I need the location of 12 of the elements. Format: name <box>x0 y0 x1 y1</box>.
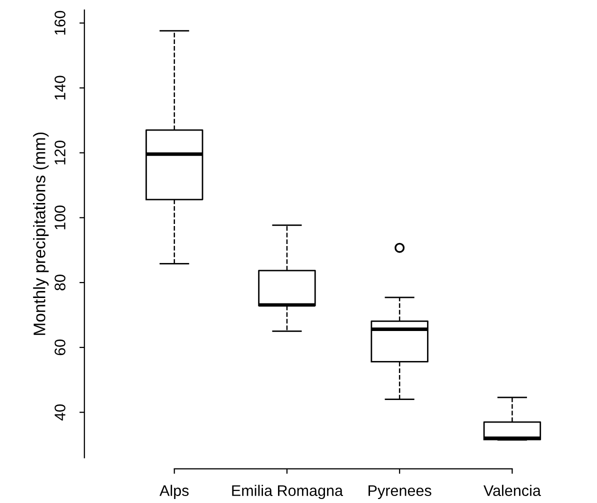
x-tick-label: Emilia Romagna <box>232 484 344 500</box>
y-tick-label: 140 <box>54 76 66 100</box>
x-tick-label: Pyrenees <box>368 485 432 500</box>
y-tick-label: 160 <box>54 10 66 35</box>
y-tick-label: 120 <box>54 140 66 164</box>
y-tick-label: 40 <box>54 404 66 420</box>
y-tick-label: 100 <box>54 206 66 230</box>
x-tick-label: Alps <box>160 484 189 500</box>
y-axis-title: Monthly precipitations (mm) <box>33 132 49 335</box>
y-tick-label: 60 <box>54 340 66 356</box>
y-tick-label: 80 <box>54 274 66 290</box>
x-tick-label: Valencia <box>484 484 541 496</box>
